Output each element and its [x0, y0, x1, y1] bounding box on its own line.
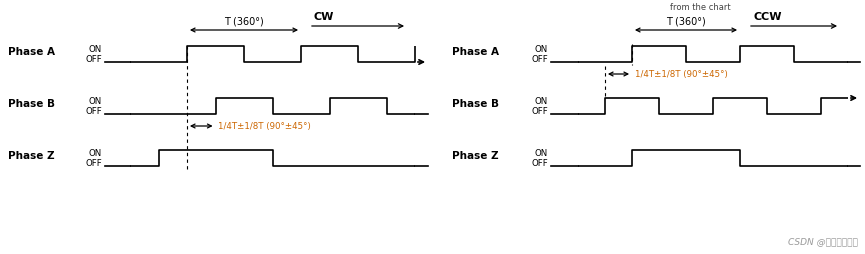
Text: ON: ON — [89, 149, 102, 157]
Text: ON: ON — [535, 97, 548, 105]
Text: OFF: OFF — [86, 55, 102, 64]
Text: Phase Z: Phase Z — [452, 151, 498, 161]
Text: Phase A: Phase A — [8, 47, 55, 57]
Text: OFF: OFF — [86, 106, 102, 116]
Text: CCW: CCW — [753, 12, 781, 22]
Text: OFF: OFF — [531, 55, 548, 64]
Text: 1/4T±1/8T (90°±45°): 1/4T±1/8T (90°±45°) — [219, 121, 311, 131]
Text: Phase Z: Phase Z — [8, 151, 54, 161]
Text: ON: ON — [535, 149, 548, 157]
Text: from the chart: from the chart — [670, 3, 730, 12]
Text: T (360°): T (360°) — [666, 16, 706, 26]
Text: ON: ON — [89, 97, 102, 105]
Text: Phase B: Phase B — [452, 99, 499, 109]
Text: OFF: OFF — [531, 158, 548, 167]
Text: CW: CW — [314, 12, 335, 22]
Text: OFF: OFF — [531, 106, 548, 116]
Text: Phase B: Phase B — [8, 99, 55, 109]
Text: T (360°): T (360°) — [224, 16, 264, 26]
Text: CSDN @微笑面对危险: CSDN @微笑面对危险 — [788, 237, 858, 246]
Text: Phase A: Phase A — [452, 47, 499, 57]
Text: OFF: OFF — [86, 158, 102, 167]
Text: 1/4T±1/8T (90°±45°): 1/4T±1/8T (90°±45°) — [635, 70, 727, 78]
Text: ON: ON — [89, 44, 102, 54]
Text: ON: ON — [535, 44, 548, 54]
